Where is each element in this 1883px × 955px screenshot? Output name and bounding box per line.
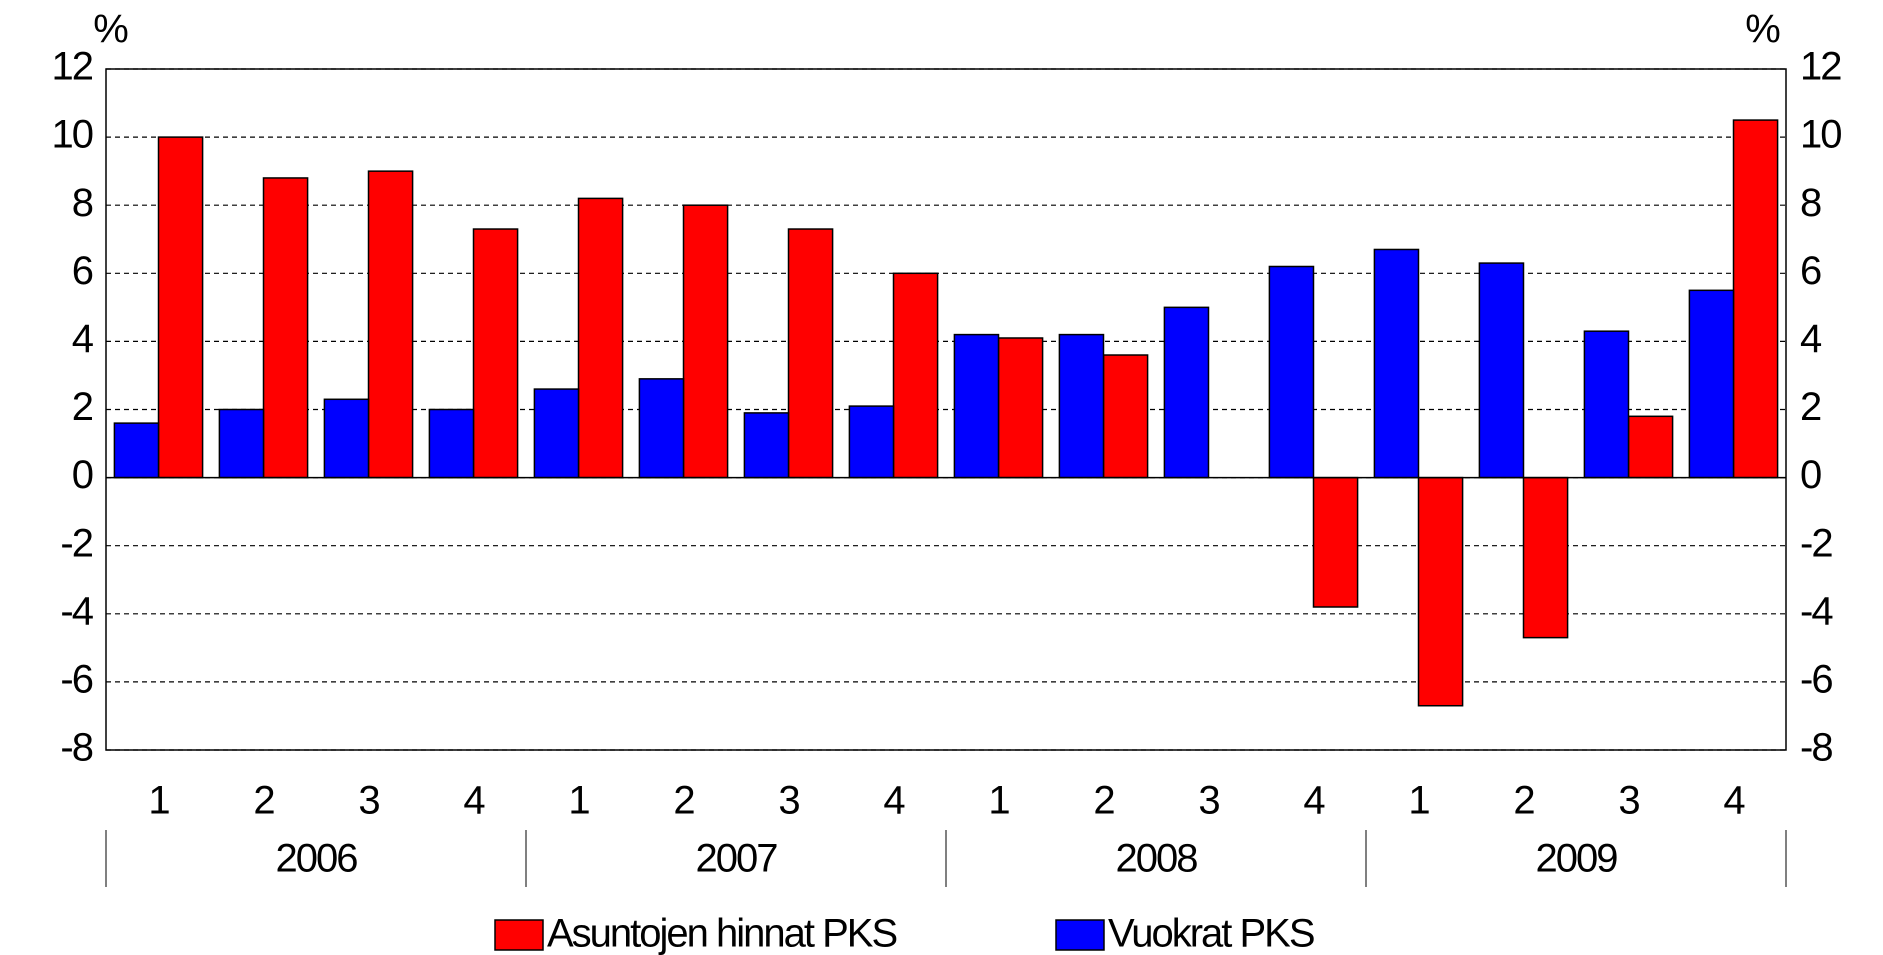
bar	[157, 136, 204, 479]
bar	[367, 170, 414, 479]
bar	[113, 422, 160, 479]
bar	[1688, 289, 1735, 479]
y2-tick-label: -4	[1800, 589, 1833, 633]
y-tick-label: 0	[72, 453, 93, 497]
x-group-label: 2006	[276, 837, 358, 881]
x-tick-label: 3	[778, 779, 799, 823]
bar	[1163, 306, 1210, 479]
bar	[892, 272, 939, 479]
x-tick-label: 2	[1093, 779, 1114, 823]
x-tick-label: 4	[1723, 779, 1745, 823]
bar	[1268, 265, 1315, 479]
x-tick-label: 3	[358, 779, 379, 823]
plot-border	[105, 68, 1787, 751]
legend-label: Vuokrat PKS	[1108, 912, 1314, 955]
bar	[953, 333, 1000, 479]
bar	[472, 228, 519, 479]
y2-tick-label: 6	[1800, 249, 1821, 293]
legend-swatch	[1055, 919, 1105, 951]
bar	[848, 405, 895, 479]
y2-tick-label: 0	[1800, 453, 1821, 497]
bar	[1102, 354, 1149, 479]
bar	[743, 412, 790, 479]
bar	[638, 378, 685, 479]
x-tick-label: 1	[1408, 779, 1429, 823]
y2-unit-label: %	[1745, 8, 1780, 52]
legend-label: Asuntojen hinnat PKS	[547, 912, 896, 955]
y2-tick-label: 2	[1800, 385, 1821, 429]
bar	[1312, 476, 1359, 608]
legend-swatch	[494, 919, 544, 951]
bar	[682, 204, 729, 479]
bar	[1373, 248, 1420, 479]
x-tick-label: 1	[148, 779, 169, 823]
x-tick-label: 1	[988, 779, 1009, 823]
y-tick-label: 10	[52, 113, 93, 157]
bar	[787, 228, 834, 479]
y-tick-label: 8	[72, 181, 93, 225]
bar	[262, 177, 309, 479]
x-tick-label: 2	[253, 779, 274, 823]
y-unit-label: %	[93, 8, 128, 52]
x-group-label: 2007	[696, 837, 778, 881]
x-tick-label: 4	[463, 779, 485, 823]
y2-tick-label: 10	[1800, 113, 1841, 157]
x-tick-label: 3	[1618, 779, 1639, 823]
x-tick-label: 2	[673, 779, 694, 823]
x-tick-label: 2	[1513, 779, 1534, 823]
y2-tick-label: -6	[1800, 657, 1832, 701]
y-tick-label: -2	[60, 521, 92, 565]
bar	[997, 337, 1044, 479]
x-group-label: 2009	[1536, 837, 1618, 881]
bar	[1522, 476, 1569, 639]
y2-tick-label: 8	[1800, 181, 1821, 225]
y-tick-label: -8	[60, 726, 92, 770]
y2-tick-label: -8	[1800, 726, 1832, 770]
y2-tick-label: 4	[1800, 317, 1822, 361]
y2-tick-label: -2	[1800, 521, 1832, 565]
bar	[577, 197, 624, 479]
y-tick-label: -6	[60, 657, 92, 701]
y-tick-label: 4	[72, 317, 94, 361]
bar	[1583, 330, 1630, 479]
bar	[323, 398, 370, 479]
y2-tick-label: 12	[1800, 45, 1841, 89]
bar	[1058, 333, 1105, 479]
y-tick-label: 6	[72, 249, 93, 293]
bar	[218, 408, 265, 479]
x-tick-label: 3	[1198, 779, 1219, 823]
y-tick-label: -4	[60, 589, 93, 633]
y-tick-label: 2	[72, 385, 93, 429]
bar	[533, 388, 580, 479]
y-tick-label: 12	[52, 45, 93, 89]
x-tick-label: 1	[568, 779, 589, 823]
bar	[1627, 415, 1674, 479]
bar	[428, 408, 475, 479]
bar	[1478, 262, 1525, 479]
bar	[1732, 119, 1779, 479]
x-tick-label: 4	[883, 779, 905, 823]
x-tick-label: 4	[1303, 779, 1325, 823]
bar	[1417, 476, 1464, 707]
x-group-label: 2008	[1116, 837, 1198, 881]
